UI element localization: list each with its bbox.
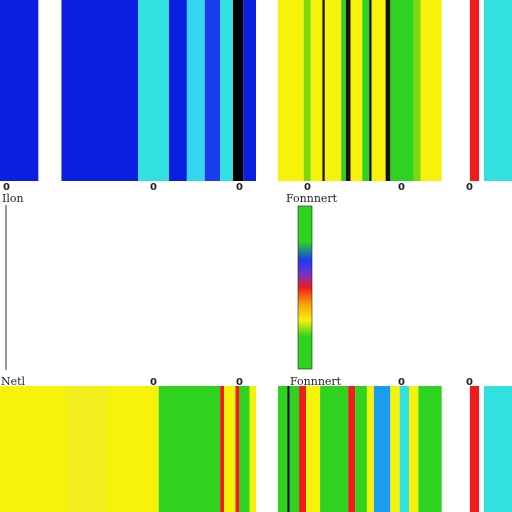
heatmap-stripe <box>373 386 391 512</box>
heatmap-stripe <box>483 0 512 181</box>
heatmap-stripe <box>390 386 400 512</box>
heatmap-stripe <box>345 0 351 181</box>
heatmap-stripe <box>409 386 419 512</box>
panel-top-left <box>0 0 256 181</box>
heatmap-stripe <box>310 0 323 181</box>
heatmap-stripe <box>306 386 321 512</box>
heatmap-stripe <box>204 0 221 181</box>
heatmap-stripe <box>399 386 410 512</box>
heatmap-stripe <box>0 386 67 512</box>
heatmap-stripe <box>348 386 356 512</box>
panel-label-top-right: Fonnnert <box>286 192 338 205</box>
heatmap-stripe <box>369 0 372 181</box>
heatmap-stripe <box>350 0 363 181</box>
heatmap-stripe <box>441 0 470 181</box>
heatmap-stripe <box>232 0 244 181</box>
tick-label: 0 <box>466 377 473 388</box>
heatmap-stripe <box>371 0 386 181</box>
heatmap-stripe <box>235 386 240 512</box>
heatmap-stripe <box>243 0 256 181</box>
heatmap-stripe <box>220 0 233 181</box>
heatmap-stripe <box>0 0 39 181</box>
panel-label-bottom-left: Netl <box>1 375 26 388</box>
heatmap-stripe <box>299 386 307 512</box>
heatmap-stripe <box>385 0 391 181</box>
panel-label-bottom-right: Fonnnert <box>290 375 342 388</box>
heatmap-stripe <box>289 386 300 512</box>
heatmap-stripe <box>38 0 62 181</box>
heatmap-stripe <box>324 0 342 181</box>
heatmap-stripe <box>362 0 370 181</box>
heatmap-stripe <box>138 0 169 181</box>
heatmap-stripe <box>469 0 480 181</box>
heatmap-stripe <box>303 0 311 181</box>
heatmap-stripe <box>469 386 480 512</box>
heatmap-stripe <box>479 0 484 181</box>
tick-label: 0 <box>3 182 10 193</box>
heatmap-stripe <box>287 386 290 512</box>
heatmap-stripe <box>186 0 205 181</box>
heatmap-stripe <box>224 386 236 512</box>
tick-label: 0 <box>398 182 405 193</box>
heatmap-stripe <box>66 386 108 512</box>
heatmap-stripe <box>278 386 288 512</box>
tick-label: 0 <box>150 182 157 193</box>
heatmap-stripe <box>390 0 414 181</box>
heatmap-stripe <box>61 0 139 181</box>
heatmap-stripe <box>341 0 346 181</box>
heatmap-stripe <box>239 386 250 512</box>
heatmap-stripe <box>107 386 159 512</box>
heatmap-stripe <box>249 386 256 512</box>
heatmap-stripe <box>420 0 442 181</box>
heatmap-stripe <box>320 386 349 512</box>
heatmap-stripe <box>413 0 421 181</box>
heatmap-stripe <box>322 0 325 181</box>
left-label: Ilon <box>2 192 24 205</box>
tick-label: 0 <box>236 377 243 388</box>
tick-label: 0 <box>304 182 311 193</box>
heatmap-stripe <box>366 386 374 512</box>
tick-label: 0 <box>398 377 405 388</box>
tick-label: 0 <box>466 182 473 193</box>
panel-bottom-left <box>0 386 256 512</box>
heatmap-stripe <box>168 0 187 181</box>
heatmap-stripe <box>441 386 470 512</box>
tick-label: 0 <box>236 182 243 193</box>
tick-label: 0 <box>150 377 157 388</box>
panel-bottom-right <box>278 386 512 512</box>
heatmap-stripe <box>418 386 442 512</box>
panel-top-right <box>278 0 512 181</box>
heatmap-stripe <box>220 386 224 512</box>
colorbar <box>297 205 313 370</box>
heatmap-stripe <box>158 386 221 512</box>
heatmap-stripe <box>355 386 367 512</box>
heatmap-stripe <box>278 0 304 181</box>
heatmap-stripe <box>483 386 512 512</box>
heatmap-stripe <box>479 386 484 512</box>
